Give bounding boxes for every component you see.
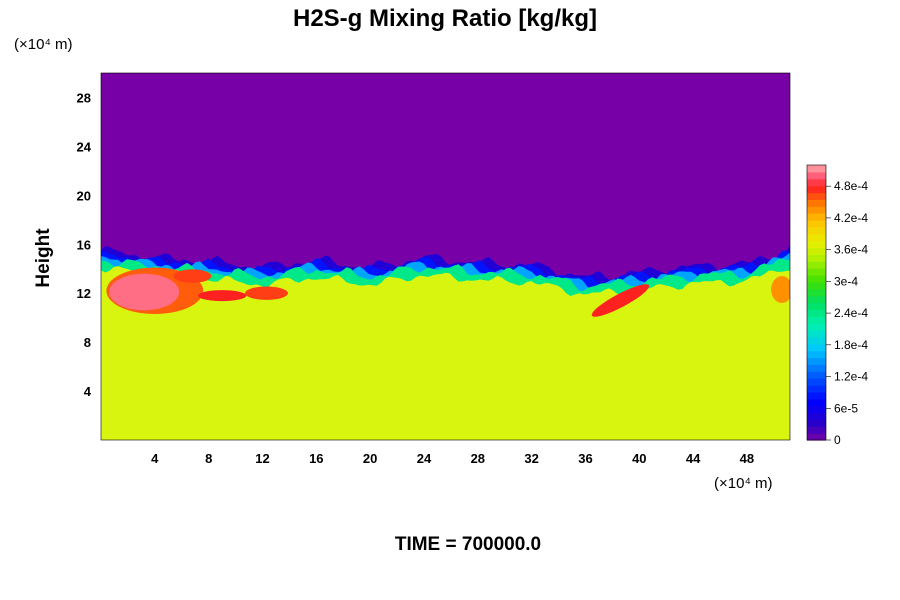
x-tick-label: 20 — [363, 451, 377, 466]
colorbar-segment — [807, 357, 826, 365]
colorbar-segment — [807, 226, 826, 235]
colorbar-segment — [807, 316, 826, 324]
colorbar-tick-label: 4.2e-4 — [834, 211, 868, 225]
y-tick-label: 24 — [77, 139, 92, 154]
colorbar-segment — [807, 330, 826, 338]
colorbar-tick-label: 0 — [834, 433, 841, 447]
colorbar-segment — [807, 323, 826, 331]
colorbar-segment — [807, 254, 826, 262]
colorbar-segment — [807, 281, 826, 290]
colorbar-segment — [807, 426, 826, 434]
colorbar-segment — [807, 419, 826, 427]
colorbar-segment — [807, 343, 826, 352]
y-tick-label: 28 — [77, 91, 91, 106]
x-tick-label: 28 — [471, 451, 485, 466]
colorbar-segment — [807, 364, 826, 372]
colorbar-segment — [807, 405, 826, 414]
x-tick-label: 8 — [205, 451, 212, 466]
x-tick-label: 12 — [255, 451, 269, 466]
colorbar-segment — [807, 398, 826, 407]
colorbar-frame — [806, 164, 827, 441]
x-tick-label: 32 — [524, 451, 538, 466]
colorbar-segment — [807, 240, 826, 249]
plume-2 — [109, 273, 180, 311]
plume-4 — [197, 290, 247, 302]
x-tick-label: 36 — [578, 451, 592, 466]
colorbar-segment — [807, 412, 826, 420]
x-tick-label: 4 — [151, 451, 159, 466]
colorbar-segment — [807, 185, 826, 194]
heatmap-field — [101, 73, 790, 440]
colorbar-segment — [807, 206, 826, 214]
colorbar-tick-label: 6e-5 — [834, 401, 858, 415]
colorbar-tick-label: 1.2e-4 — [834, 370, 868, 384]
colorbar-segment — [807, 171, 826, 180]
x-tick-label: 16 — [309, 451, 323, 466]
colorbar-tick-label: 1.8e-4 — [834, 338, 868, 352]
y-tick-label: 12 — [77, 286, 91, 301]
y-tick-label: 20 — [77, 188, 91, 203]
colorbar-tick-label: 4.8e-4 — [834, 179, 868, 193]
colorbar-segment — [807, 350, 826, 359]
colorbar-segment — [807, 165, 826, 173]
colorbar-tick-label: 2.4e-4 — [834, 306, 868, 320]
colorbar-segment — [807, 391, 826, 400]
colorbar-segment — [807, 213, 826, 221]
colorbar-segment — [807, 268, 826, 276]
plume-3 — [173, 269, 212, 283]
plume-7 — [771, 276, 790, 303]
colorbar-segment — [807, 302, 826, 310]
lower-layer-region — [101, 266, 790, 440]
colorbar-segment — [807, 247, 826, 255]
colorbar-segment — [807, 261, 826, 269]
colorbar-segment — [807, 433, 826, 441]
colorbar-segment — [807, 336, 826, 345]
plume-5 — [245, 286, 288, 300]
y-tick-label: 8 — [84, 335, 91, 350]
x-tick-label: 48 — [740, 451, 754, 466]
plume-6 — [591, 284, 650, 317]
colorbar-segment — [807, 199, 826, 207]
time-label: TIME = 700000.0 — [395, 534, 541, 555]
colorbar-segment — [807, 295, 826, 304]
colorbar-segment — [807, 275, 826, 283]
colorbar-segment — [807, 385, 826, 393]
colorbar-segment — [807, 220, 826, 228]
colorbar-segment — [807, 288, 826, 297]
y-axis-label: Height — [33, 228, 54, 288]
x-tick-label: 24 — [417, 451, 432, 466]
colorbar-segment — [807, 378, 826, 386]
y-tick-label: 4 — [84, 384, 92, 399]
colorbar-segment — [807, 371, 826, 379]
colorbar-tick-label: 3.6e-4 — [834, 243, 868, 257]
colorbar-segment — [807, 309, 826, 317]
colorbar-segment — [807, 192, 826, 200]
y-axis-unit: (×10⁴ m) — [14, 36, 73, 53]
x-tick-label: 44 — [686, 451, 701, 466]
colorbar-segment — [807, 178, 826, 187]
plot-frame — [100, 72, 791, 441]
x-axis-unit: (×10⁴ m) — [714, 475, 773, 492]
chart-title: H2S-g Mixing Ratio [kg/kg] — [293, 5, 597, 32]
x-tick-label: 40 — [632, 451, 646, 466]
colorbar-tick-label: 3e-4 — [834, 274, 858, 288]
y-tick-label: 16 — [77, 237, 91, 252]
colorbar-segment — [807, 233, 826, 242]
